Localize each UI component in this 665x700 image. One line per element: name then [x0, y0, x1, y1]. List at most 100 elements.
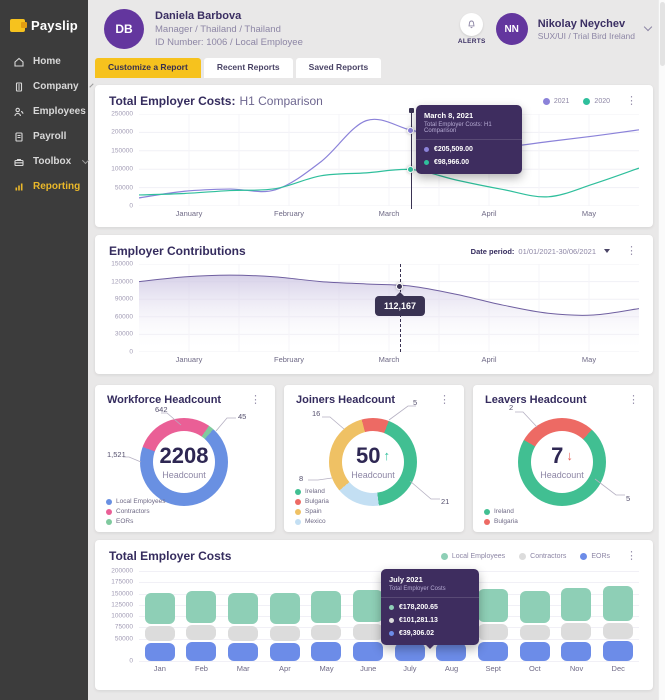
legend-dot [542, 97, 550, 105]
legend-item[interactable]: Ireland [295, 488, 329, 495]
bar-segment-local-employees[interactable] [478, 588, 509, 622]
legend-item[interactable]: Local Employees [106, 498, 166, 505]
kebab-menu-icon[interactable]: ⋮ [626, 549, 637, 562]
legend-item[interactable]: 2020 [583, 97, 610, 105]
tab-saved-reports[interactable]: Saved Reports [295, 58, 382, 78]
kebab-menu-icon[interactable]: ⋮ [250, 393, 261, 406]
x-axis-label: February [273, 355, 304, 364]
kebab-menu-icon[interactable]: ⋮ [626, 94, 637, 107]
bar-nov[interactable] [561, 571, 592, 661]
donut-hole [153, 431, 215, 493]
bar-segment-local-employees[interactable] [186, 591, 217, 623]
bar-segment-eors[interactable] [269, 642, 300, 661]
x-axis-label: March [378, 209, 400, 218]
employee-avatar[interactable]: DB [104, 9, 144, 49]
app-logo[interactable]: Payslip [0, 0, 88, 49]
bar-apr[interactable] [269, 571, 300, 661]
legend-item[interactable]: EORs [106, 518, 166, 525]
user-avatar[interactable]: NN [495, 13, 528, 45]
kebab-menu-icon[interactable]: ⋮ [626, 244, 637, 257]
legend-dot [583, 97, 591, 105]
legend-item[interactable]: EORs [580, 552, 610, 560]
bar-segment-eors[interactable] [478, 641, 509, 661]
alerts-button[interactable]: ALERTS [458, 13, 486, 45]
tab-customize-report[interactable]: Customize a Report [95, 58, 201, 78]
x-axis-label: May [319, 664, 334, 673]
bar-segment-contractors[interactable] [519, 624, 550, 641]
kebab-menu-icon[interactable]: ⋮ [628, 393, 639, 406]
bar-mar[interactable] [228, 571, 259, 661]
axis-tick-label: 30000 [114, 330, 133, 338]
legend-label: Contractors [530, 552, 567, 560]
date-period-dropdown[interactable]: Date period: 01/01/2021-30/06/2021 [471, 247, 610, 256]
legend-label: Bulgaria [494, 518, 518, 525]
bar-segment-eors[interactable] [394, 642, 425, 661]
bar-segment-local-employees[interactable] [269, 592, 300, 624]
donut-legend: Local Employees Contractors EORs [106, 495, 166, 525]
joiners-donut[interactable]: 50 ↑ Headcount [329, 418, 417, 506]
legend-item[interactable]: Ireland [484, 508, 518, 515]
bar-segment-contractors[interactable] [478, 623, 509, 640]
bar-june[interactable] [353, 571, 384, 661]
legend-item[interactable]: Contractors [106, 508, 166, 515]
bar-segment-local-employees[interactable] [353, 590, 384, 623]
bar-segment-local-employees[interactable] [228, 592, 259, 624]
bar-segment-eors[interactable] [603, 641, 634, 661]
sidebar-item-company[interactable]: Company [0, 74, 94, 99]
bar-segment-eors[interactable] [436, 642, 467, 661]
bar-segment-contractors[interactable] [228, 625, 259, 641]
legend-item[interactable]: Bulgaria [295, 498, 329, 505]
bar-jan[interactable] [144, 571, 175, 661]
legend-item[interactable]: Spain [295, 508, 329, 515]
bar-segment-contractors[interactable] [561, 623, 592, 640]
bar-segment-contractors[interactable] [269, 625, 300, 641]
bar-segment-contractors[interactable] [353, 624, 384, 641]
card-total-employer-costs: Total Employer Costs Local Employees Cont… [95, 540, 653, 690]
legend-item[interactable]: Contractors [519, 552, 567, 560]
card-total-employer-costs-h1: Total Employer Costs: H1 Comparison 2021… [95, 85, 653, 227]
sidebar-item-home[interactable]: Home [0, 49, 88, 74]
user-menu-chevron-icon[interactable] [643, 22, 653, 32]
tab-recent-reports[interactable]: Recent Reports [203, 58, 293, 78]
bar-segment-local-employees[interactable] [144, 593, 175, 624]
legend-dot [106, 518, 112, 525]
workforce-donut[interactable]: 2208 Headcount [140, 418, 228, 506]
bar-segment-local-employees[interactable] [561, 587, 592, 622]
bar-oct[interactable] [519, 571, 550, 661]
bar-dec[interactable] [603, 571, 634, 661]
scrollbar-thumb[interactable] [660, 2, 665, 66]
legend-item[interactable]: Mexico [295, 518, 329, 525]
line-chart-plot[interactable]: March 8, 2021 Total Employer Costs: H1 C… [139, 105, 639, 209]
sidebar-item-payroll[interactable]: Payroll [0, 124, 88, 149]
donut-legend: Ireland Bulgaria [484, 505, 518, 525]
bar-segment-contractors[interactable] [311, 624, 342, 641]
sidebar-item-employees[interactable]: Employees [0, 99, 88, 124]
legend-item[interactable]: 2021 [542, 97, 569, 105]
bar-sept[interactable] [478, 571, 509, 661]
kebab-menu-icon[interactable]: ⋮ [439, 393, 450, 406]
bar-feb[interactable] [186, 571, 217, 661]
bar-segment-contractors[interactable] [186, 624, 217, 641]
sidebar-item-toolbox[interactable]: Toolbox [0, 149, 90, 174]
bar-segment-eors[interactable] [353, 642, 384, 661]
bar-segment-eors[interactable] [311, 642, 342, 661]
bar-may[interactable] [311, 571, 342, 661]
area-chart-plot[interactable]: 112,167 [139, 264, 639, 352]
leavers-donut[interactable]: 7 ↓ Headcount [518, 418, 606, 506]
bar-segment-local-employees[interactable] [519, 590, 550, 623]
bar-segment-eors[interactable] [561, 641, 592, 661]
bar-segment-eors[interactable] [144, 642, 175, 661]
x-axis-label: Dec [611, 664, 625, 673]
scrollbar[interactable] [658, 0, 665, 700]
bar-segment-contractors[interactable] [144, 625, 175, 641]
legend-item[interactable]: Local Employees [440, 552, 505, 560]
axis-tick-label: 150000 [111, 590, 133, 597]
bar-segment-contractors[interactable] [603, 622, 634, 640]
bar-segment-local-employees[interactable] [311, 591, 342, 623]
bar-segment-eors[interactable] [228, 642, 259, 661]
bar-segment-eors[interactable] [186, 642, 217, 661]
bar-segment-local-employees[interactable] [603, 585, 634, 621]
legend-item[interactable]: Bulgaria [484, 518, 518, 525]
sidebar-item-reporting[interactable]: Reporting [0, 174, 88, 199]
bar-segment-eors[interactable] [519, 642, 550, 661]
